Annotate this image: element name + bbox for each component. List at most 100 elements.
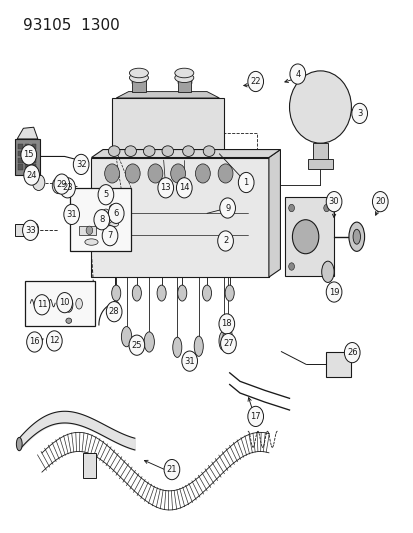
Bar	[25, 158, 29, 163]
Polygon shape	[17, 127, 38, 139]
Ellipse shape	[174, 73, 193, 83]
Bar	[79, 226, 95, 235]
Ellipse shape	[111, 301, 120, 317]
Ellipse shape	[218, 332, 228, 351]
Text: 8: 8	[99, 215, 104, 224]
Circle shape	[106, 302, 122, 322]
Bar	[112, 98, 223, 154]
Text: 33: 33	[25, 226, 36, 235]
Circle shape	[86, 226, 93, 235]
Text: 14: 14	[179, 183, 189, 192]
Circle shape	[26, 332, 42, 352]
Ellipse shape	[85, 239, 98, 245]
Ellipse shape	[66, 318, 71, 324]
Text: 30: 30	[328, 197, 339, 206]
Circle shape	[288, 263, 294, 270]
Bar	[31, 158, 36, 163]
Circle shape	[21, 145, 36, 165]
Ellipse shape	[157, 285, 166, 301]
Circle shape	[102, 225, 118, 246]
Bar	[70, 188, 131, 251]
Bar	[83, 453, 96, 478]
Circle shape	[292, 220, 318, 254]
Ellipse shape	[352, 229, 360, 244]
Circle shape	[52, 177, 64, 193]
Bar	[307, 159, 332, 168]
Circle shape	[372, 191, 387, 212]
Bar	[124, 133, 256, 203]
Text: 2: 2	[223, 237, 228, 246]
Ellipse shape	[76, 298, 82, 309]
Text: 18: 18	[221, 319, 232, 328]
Text: 3: 3	[356, 109, 361, 118]
Ellipse shape	[289, 71, 351, 143]
Ellipse shape	[64, 297, 73, 312]
Text: 9: 9	[224, 204, 230, 213]
Circle shape	[351, 103, 367, 124]
Text: 22: 22	[250, 77, 260, 86]
Text: 12: 12	[49, 336, 59, 345]
Ellipse shape	[108, 146, 120, 157]
Circle shape	[102, 209, 110, 220]
Ellipse shape	[129, 68, 148, 78]
Bar	[312, 143, 327, 160]
Circle shape	[289, 64, 305, 84]
Bar	[31, 165, 36, 169]
Ellipse shape	[112, 285, 121, 301]
Bar	[25, 281, 95, 326]
Text: 16: 16	[29, 337, 40, 346]
Polygon shape	[116, 92, 219, 98]
Text: 10: 10	[59, 298, 70, 307]
Ellipse shape	[348, 222, 364, 252]
Circle shape	[288, 204, 294, 212]
Text: 4: 4	[294, 70, 300, 78]
Text: 21: 21	[166, 465, 177, 474]
Ellipse shape	[172, 337, 181, 358]
Circle shape	[220, 334, 236, 354]
Bar	[31, 151, 36, 156]
Circle shape	[46, 331, 62, 351]
Bar	[25, 165, 29, 169]
Circle shape	[217, 231, 233, 251]
Ellipse shape	[194, 336, 203, 357]
Bar	[132, 80, 145, 92]
Ellipse shape	[203, 146, 214, 157]
Text: 32: 32	[76, 160, 86, 169]
Circle shape	[195, 164, 210, 183]
Bar	[19, 165, 22, 169]
Circle shape	[181, 351, 197, 371]
Circle shape	[170, 164, 185, 183]
Ellipse shape	[17, 438, 22, 451]
Bar	[19, 144, 22, 149]
Ellipse shape	[161, 146, 173, 157]
Ellipse shape	[174, 68, 193, 78]
Bar	[15, 139, 40, 175]
Circle shape	[147, 164, 162, 183]
Circle shape	[247, 71, 263, 92]
Text: 13: 13	[160, 183, 171, 192]
Circle shape	[157, 177, 173, 198]
Ellipse shape	[109, 212, 119, 217]
Circle shape	[73, 155, 89, 174]
Circle shape	[129, 335, 145, 356]
Ellipse shape	[177, 285, 186, 301]
Circle shape	[34, 295, 50, 315]
Circle shape	[176, 177, 192, 198]
Circle shape	[98, 184, 114, 205]
Text: 93105  1300: 93105 1300	[23, 18, 120, 33]
Circle shape	[164, 459, 179, 480]
Circle shape	[57, 293, 72, 313]
Bar	[19, 158, 22, 163]
Ellipse shape	[109, 204, 119, 209]
Ellipse shape	[225, 285, 234, 301]
Circle shape	[323, 263, 329, 270]
Circle shape	[323, 204, 329, 212]
Circle shape	[59, 177, 75, 198]
Circle shape	[108, 203, 124, 223]
Text: 6: 6	[113, 209, 119, 218]
Circle shape	[32, 174, 45, 190]
Circle shape	[218, 164, 233, 183]
Circle shape	[238, 172, 254, 192]
Bar	[285, 197, 333, 276]
Circle shape	[64, 204, 79, 224]
